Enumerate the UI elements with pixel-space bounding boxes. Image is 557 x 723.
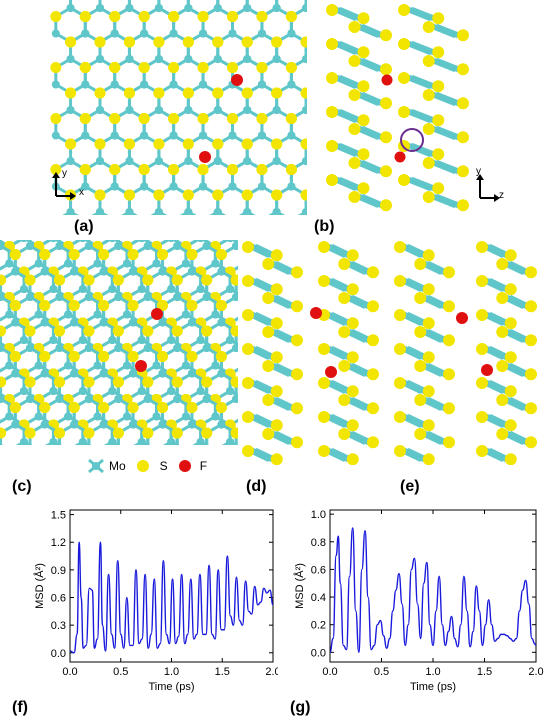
x-tick-label: 1.0 xyxy=(164,666,179,678)
legend-f-label: F xyxy=(199,459,208,473)
y-tick-label: 1.5 xyxy=(51,510,66,522)
y-tick-label: 1.0 xyxy=(311,509,326,521)
legend-mo: Mo xyxy=(86,458,126,474)
f-atom xyxy=(456,312,468,324)
structure-b-image xyxy=(326,4,469,212)
x-tick-label: 2.0 xyxy=(265,666,278,678)
atom-legend: Mo S F xyxy=(86,458,217,474)
y-tick-label: 0.9 xyxy=(51,565,66,577)
structure-a-image xyxy=(50,0,307,215)
f-atom xyxy=(199,151,211,163)
panel-label-a: (a) xyxy=(74,218,94,235)
x-tick-label: 0.0 xyxy=(62,666,77,678)
y-tick-label: 0.0 xyxy=(311,647,326,659)
x-axis-label: Time (ps) xyxy=(148,681,194,693)
x-tick-label: 2.0 xyxy=(528,666,543,678)
f-atom xyxy=(394,151,406,163)
y-tick-label: 0.0 xyxy=(51,648,66,660)
f-atom xyxy=(151,308,163,320)
panel-label-g: (g) xyxy=(290,699,311,716)
f-atom xyxy=(310,307,322,319)
structure-e-image xyxy=(394,241,537,465)
x-tick-label: 0.0 xyxy=(322,666,337,678)
s-atom-icon xyxy=(136,460,149,472)
legend-f: F xyxy=(178,459,207,473)
legend-s: S xyxy=(136,459,168,473)
f-atom xyxy=(325,366,337,378)
x-axis-label: Time (ps) xyxy=(410,681,456,693)
y-tick-label: 0.8 xyxy=(311,537,326,549)
legend-s-label: S xyxy=(159,459,168,473)
x-tick-label: 1.0 xyxy=(425,666,440,678)
panel-label-b: (b) xyxy=(314,218,335,235)
axis-arrows-a: y x xyxy=(46,168,86,200)
x-tick-label: 0.5 xyxy=(113,666,128,678)
y-tick-label: 0.6 xyxy=(51,593,66,605)
panel-label-d: (d) xyxy=(246,478,267,495)
f-atom-icon xyxy=(178,460,191,472)
structure-c-image xyxy=(0,240,238,445)
axis-y-letter-a: y xyxy=(62,168,67,179)
axis-x-letter-a: x xyxy=(79,187,84,198)
f-atom xyxy=(231,74,243,86)
y-tick-label: 0.6 xyxy=(311,564,326,576)
f-atom xyxy=(481,364,493,376)
msd-chart-g: 0.0 0.5 1.0 1.5 2.0 0.0 0.2 0.4 0.6 0.8 1.0 Time (p… xyxy=(290,500,550,700)
msd-series-line xyxy=(69,541,274,654)
msd-chart-f: 0.0 0.5 1.0 1.5 2.0 0.0 0.3 0.6 0.9 1.2 1.5 Time (p… xyxy=(28,500,281,700)
highlight-circle xyxy=(400,128,424,152)
f-atom xyxy=(135,360,147,372)
panel-label-f: (f) xyxy=(12,699,28,716)
y-axis-label: MSD (Å²) xyxy=(33,563,46,609)
y-tick-label: 0.4 xyxy=(311,592,326,604)
y-tick-label: 0.2 xyxy=(311,620,326,632)
axis-y-letter-b: y xyxy=(476,166,481,177)
x-tick-label: 1.5 xyxy=(215,666,230,678)
axis-z-letter-b: z xyxy=(499,190,504,201)
f-atom xyxy=(381,74,393,86)
x-tick-label: 1.5 xyxy=(477,666,492,678)
legend-mo-label: Mo xyxy=(109,459,126,473)
panel-label-c: (c) xyxy=(12,478,32,495)
panel-label-e: (e) xyxy=(400,478,420,495)
msd-series-line xyxy=(329,527,537,654)
x-tick-label: 0.5 xyxy=(374,666,389,678)
mo-atom-icon xyxy=(88,458,104,474)
y-tick-label: 1.2 xyxy=(51,537,66,549)
y-axis-label: MSD (Å²) xyxy=(293,563,306,609)
y-tick-label: 0.3 xyxy=(51,620,66,632)
structure-d-image xyxy=(242,241,379,465)
axis-arrows-b: y z xyxy=(470,166,510,202)
